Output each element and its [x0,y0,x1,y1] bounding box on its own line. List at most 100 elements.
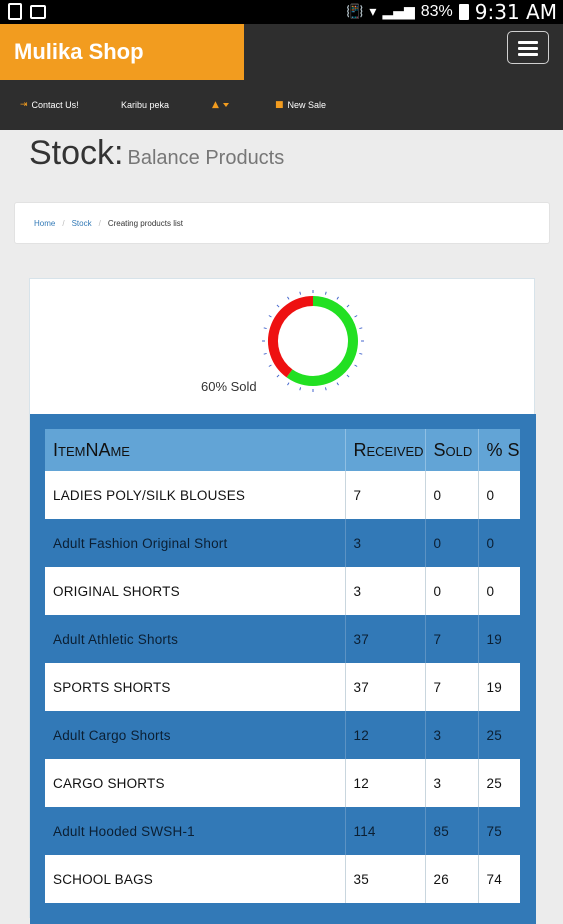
gauge-tick [346,304,350,308]
battery-percent: 83% [420,3,453,20]
table-scroll-area[interactable]: ItemNAme Received Sold % Sold LADIES POL… [45,429,520,903]
cell-sold: 0 [425,471,479,519]
cell-received: 7 [345,471,426,519]
breadcrumb-stock[interactable]: Stock [71,218,92,228]
nav-karibu[interactable]: Karibu peka [121,100,169,110]
gauge-tick [263,327,267,330]
hamburger-line [518,53,538,56]
sold-percent-label: 60% Sold [201,379,257,394]
vibrate-icon: 📳 [345,4,364,20]
table-row[interactable]: SPORTS SHORTS 37 7 19 [45,663,520,711]
page-title-main: Stock: [29,134,124,172]
app-header: Mulika Shop ⇥ Contact Us! Karibu peka ▲ … [0,24,563,130]
column-header-received[interactable]: Received [345,429,426,471]
gauge-tick [299,387,302,391]
clock: 9:31 AM [474,0,557,24]
column-header-item-name[interactable]: ItemNAme [45,429,346,471]
breadcrumb-separator: / [98,218,101,228]
table-row[interactable]: Adult Fashion Original Short 3 0 0 [45,519,520,567]
gauge-tick [359,352,363,355]
hamburger-line [518,47,538,50]
gauge-tick [276,304,280,308]
gauge-tick [324,387,327,391]
cell-percent-sold: 0 [478,519,520,567]
cell-received: 12 [345,711,426,759]
cell-received: 3 [345,567,426,615]
nav-label: Karibu peka [121,100,170,110]
battery-icon [458,4,469,20]
gauge-tick [268,315,272,318]
cell-item-name: Adult Fashion Original Short [45,519,346,567]
products-table: ItemNAme Received Sold % Sold LADIES POL… [45,429,520,903]
document-icon [8,3,22,20]
table-row[interactable]: CARGO SHORTS 12 3 25 [45,759,520,807]
brand-name: Mulika Shop [14,39,144,64]
nav-new-sale[interactable]: ■ New Sale [275,100,326,110]
gauge-tick [263,352,267,355]
wifi-icon: ▾ [369,4,377,20]
stock-panel: 60% Sold ItemNAme Received Sold % Sold L… [29,278,536,924]
cell-sold: 0 [425,567,479,615]
cell-percent-sold: 75 [478,807,520,855]
cell-percent-sold: 74 [478,855,520,903]
cell-percent-sold: 25 [478,759,520,807]
sign-in-icon: ⇥ [20,100,28,110]
cell-item-name: Adult Hooded SWSH-1 [45,807,346,855]
table-row[interactable]: Adult Hooded SWSH-1 114 85 75 [45,807,520,855]
user-icon: ▲ [212,100,219,110]
gauge-tick [324,291,327,295]
table-row[interactable]: ORIGINAL SHORTS 3 0 0 [45,567,520,615]
cell-received: 37 [345,663,426,711]
chevron-down-icon [222,103,229,107]
cell-item-name: ORIGINAL SHORTS [45,567,346,615]
table-header-row: ItemNAme Received Sold % Sold [45,429,520,471]
gauge-tick [346,374,350,378]
nav-user-dropdown[interactable]: ▲ [212,100,229,110]
cell-percent-sold: 0 [478,471,520,519]
column-header-sold[interactable]: Sold [425,429,479,471]
cart-icon: ■ [275,100,284,110]
cell-received: 3 [345,519,426,567]
cell-sold: 3 [425,711,479,759]
gauge-tick [336,296,339,300]
cell-received: 114 [345,807,426,855]
gauge-tick [354,315,358,318]
column-header-percent-sold[interactable]: % Sold [478,429,520,471]
gauge-tick [287,382,290,386]
gauge-tick [276,374,280,378]
breadcrumb-home[interactable]: Home [34,218,56,228]
gauge-unsold-arc [268,296,314,378]
gauge-tick [287,296,290,300]
breadcrumb-separator: / [62,218,65,228]
cell-sold: 7 [425,615,479,663]
cell-percent-sold: 0 [478,567,520,615]
table-row[interactable]: SCHOOL BAGS 35 26 74 [45,855,520,903]
status-bar: 📳 ▾ ▂▄▆ 83% 9:31 AM [0,0,563,24]
gauge-tick [354,364,358,367]
cell-percent-sold: 25 [478,711,520,759]
sales-gauge-area: 60% Sold [30,279,536,415]
gauge-tick [299,291,302,295]
table-row[interactable]: Adult Athletic Shorts 37 7 19 [45,615,520,663]
cell-item-name: Adult Athletic Shorts [45,615,346,663]
table-row[interactable]: LADIES POLY/SILK BLOUSES 7 0 0 [45,471,520,519]
cell-item-name: LADIES POLY/SILK BLOUSES [45,471,346,519]
cell-sold: 3 [425,759,479,807]
cell-percent-sold: 19 [478,663,520,711]
breadcrumb-current: Creating products list [107,218,183,228]
cell-item-name: SCHOOL BAGS [45,855,346,903]
table-container: ItemNAme Received Sold % Sold LADIES POL… [30,414,536,924]
nav-contact-us[interactable]: ⇥ Contact Us! [20,100,79,110]
brand-logo[interactable]: Mulika Shop [0,24,244,80]
breadcrumb: Home / Stock / Creating products list [14,202,550,244]
sold-gauge [262,290,364,392]
cell-received: 35 [345,855,426,903]
table-row[interactable]: Adult Cargo Shorts 12 3 25 [45,711,520,759]
gauge-sold-arc [286,296,358,386]
menu-toggle-button[interactable] [507,31,549,64]
nav-label: Contact Us! [31,100,79,110]
cell-item-name: CARGO SHORTS [45,759,346,807]
page-title: Stock: Balance Products [29,134,284,173]
cell-received: 12 [345,759,426,807]
nav-label: New Sale [287,100,327,110]
